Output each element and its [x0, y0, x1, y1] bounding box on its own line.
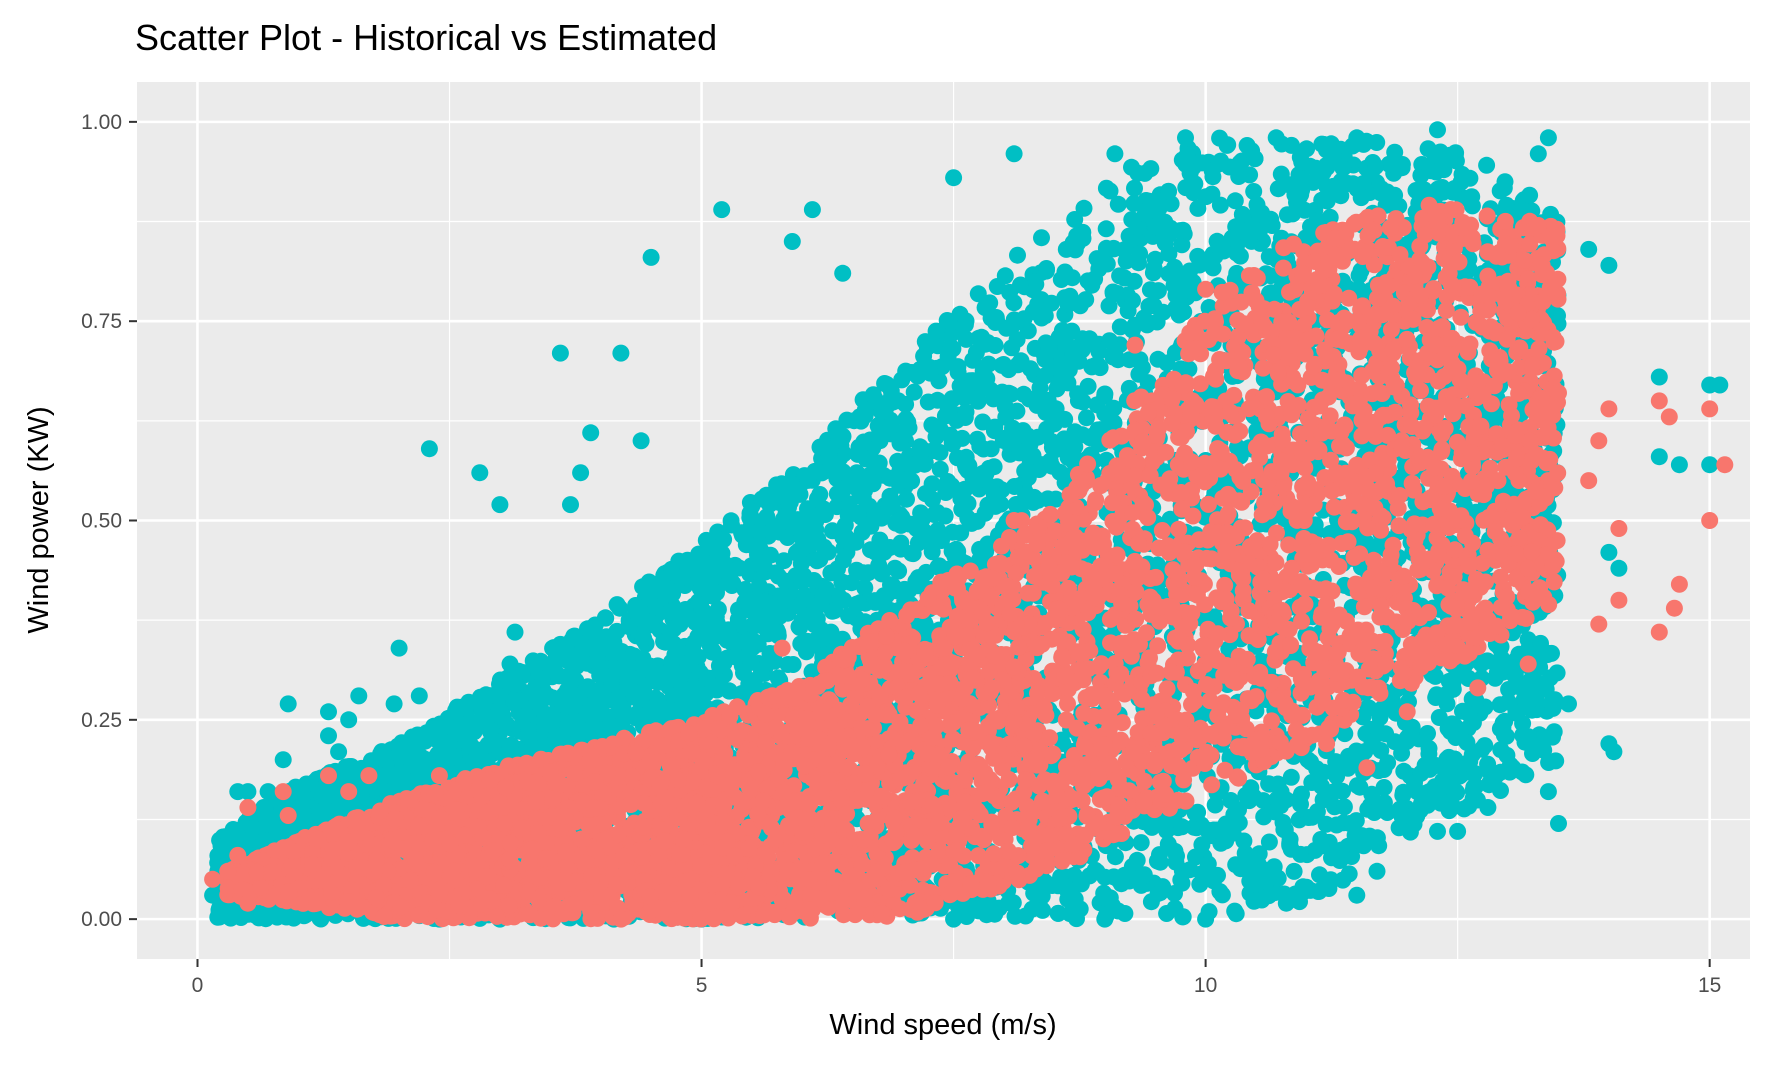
data-point	[1009, 247, 1026, 264]
data-point	[1024, 901, 1041, 918]
data-point	[1021, 391, 1038, 408]
data-point	[1315, 791, 1332, 808]
data-point	[1187, 849, 1204, 866]
data-point	[1546, 723, 1563, 740]
data-point	[1402, 824, 1419, 841]
data-point	[1517, 766, 1534, 783]
data-point	[978, 370, 995, 387]
data-point	[1478, 157, 1495, 174]
data-point	[1158, 355, 1175, 372]
data-point	[1056, 411, 1073, 428]
data-point	[1293, 154, 1310, 171]
data-point	[1336, 798, 1353, 815]
data-point	[1235, 833, 1252, 850]
data-point	[1076, 200, 1093, 217]
data-point	[1328, 817, 1345, 834]
data-point	[1413, 765, 1430, 782]
data-point	[1160, 265, 1177, 282]
data-point	[1172, 871, 1189, 888]
data-point	[1467, 778, 1484, 795]
data-point	[798, 643, 815, 660]
data-point	[1270, 870, 1287, 887]
data-point	[1110, 196, 1127, 213]
data-point	[723, 512, 740, 529]
data-point	[1142, 281, 1159, 298]
data-point	[525, 652, 542, 669]
data-point	[1003, 339, 1020, 356]
data-point	[1409, 783, 1426, 800]
data-point	[975, 441, 992, 458]
data-point	[842, 500, 859, 517]
data-point	[1124, 322, 1141, 339]
data-point	[1214, 886, 1231, 903]
data-point	[920, 394, 937, 411]
data-point	[1445, 681, 1462, 698]
data-point	[822, 564, 839, 581]
data-point	[1005, 294, 1022, 311]
data-point	[1221, 159, 1238, 176]
data-point	[905, 545, 922, 562]
data-point	[558, 668, 575, 685]
data-point	[1147, 251, 1164, 268]
data-point	[1304, 809, 1321, 826]
data-point	[1098, 220, 1115, 237]
data-point	[1167, 900, 1184, 917]
data-point	[989, 278, 1006, 295]
data-point	[1040, 392, 1057, 409]
data-point	[1228, 905, 1245, 922]
data-point	[837, 532, 854, 549]
data-point	[1149, 853, 1166, 870]
data-point	[1123, 159, 1140, 176]
data-point	[949, 358, 966, 375]
data-point	[1241, 166, 1258, 183]
data-point	[1105, 349, 1122, 366]
data-point	[1497, 173, 1514, 190]
data-point	[917, 485, 934, 502]
data-point	[1416, 181, 1433, 198]
data-point	[985, 309, 1002, 326]
data-point	[884, 497, 901, 514]
data-point	[1126, 273, 1143, 290]
data-point	[1033, 229, 1050, 246]
data-point	[854, 524, 871, 541]
data-point	[1521, 187, 1538, 204]
data-point	[1273, 166, 1290, 183]
data-point	[1105, 400, 1122, 417]
data-point	[1101, 332, 1118, 349]
data-point	[1072, 297, 1089, 314]
data-point	[1133, 834, 1150, 851]
data-point	[492, 672, 509, 689]
chart-title: Scatter Plot - Historical vs Estimated	[135, 17, 717, 58]
data-point	[1212, 197, 1229, 214]
data-point	[1292, 846, 1309, 863]
data-point	[1155, 304, 1172, 321]
data-point	[970, 285, 987, 302]
data-point	[1019, 428, 1036, 445]
data-point	[1379, 184, 1396, 201]
data-point	[960, 495, 977, 512]
